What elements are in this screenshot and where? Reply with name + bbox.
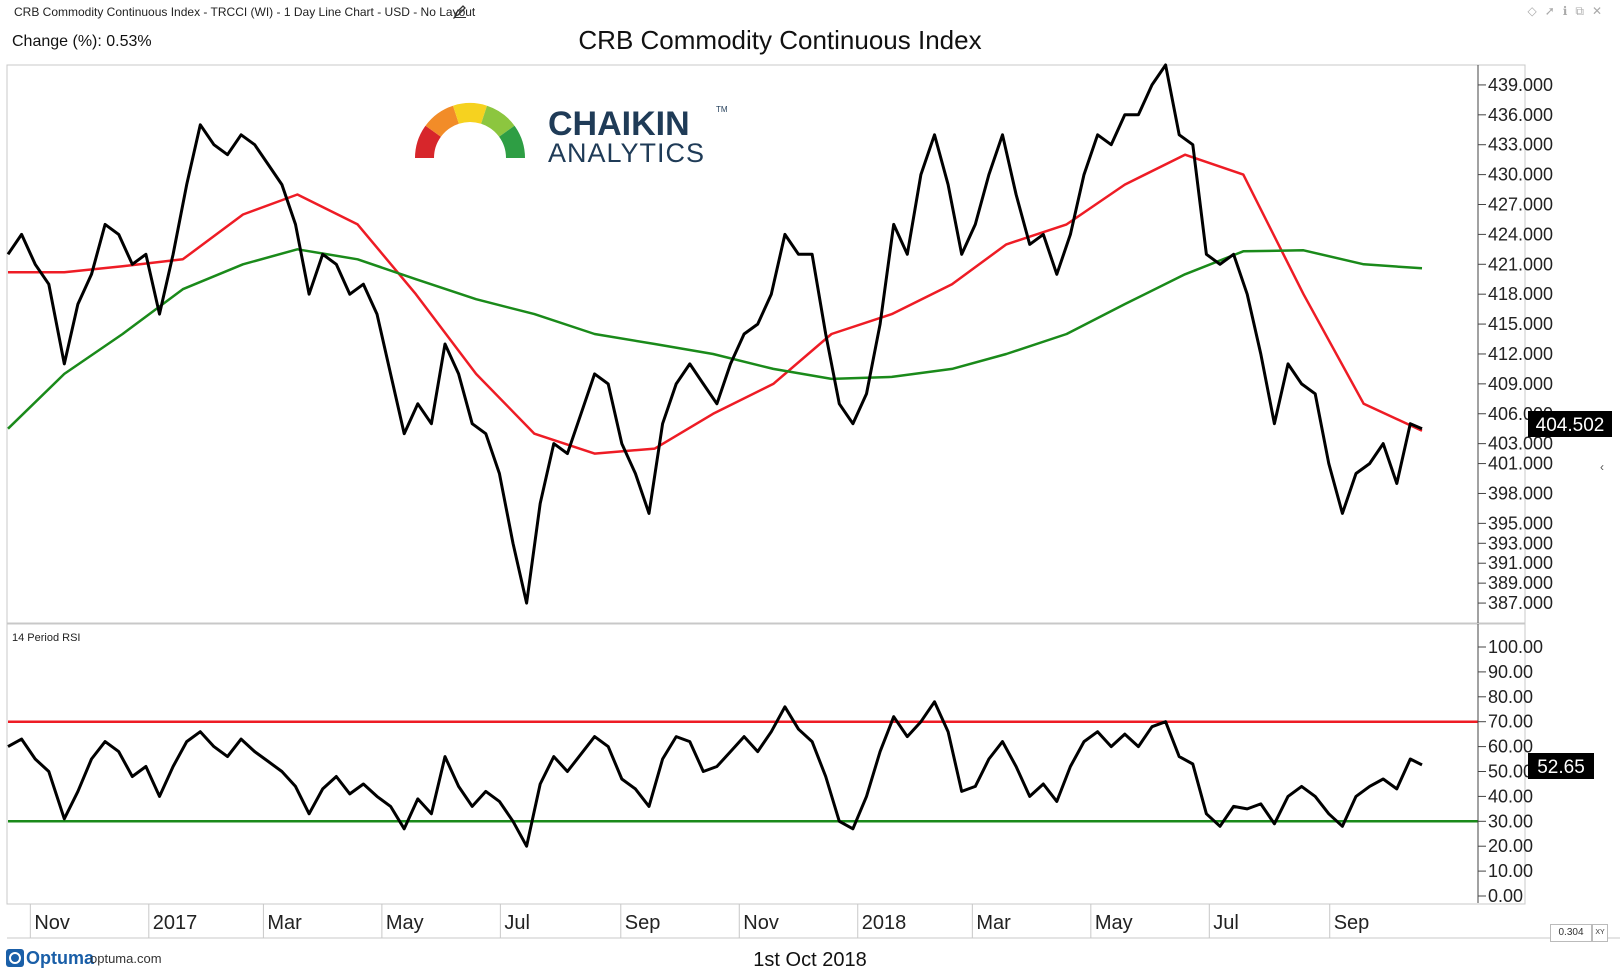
x-tick-label: Jul [504, 912, 530, 934]
rsi-y-axis: 100.00 90.00 80.00 70.00 60.00 50.00 40.00 30.0… [1477, 624, 1543, 906]
price-tick-label: 427.000 [1488, 195, 1553, 215]
gauge-segment [481, 105, 515, 137]
x-tick-label: Mar [976, 912, 1011, 934]
price-tick-label: 389.000 [1488, 573, 1553, 593]
x-tick-label: Sep [1334, 912, 1370, 934]
rsi-tick-label: 10.00 [1488, 861, 1533, 881]
price-tick-label: 398.000 [1488, 483, 1553, 503]
logo-trademark: TM [716, 105, 728, 114]
x-tick-label: 2018 [862, 912, 907, 934]
rsi-badge-value: 52.65 [1537, 757, 1585, 778]
short-ma-line [8, 153, 1423, 455]
price-tick-label: 436.000 [1488, 105, 1553, 125]
rsi-tick-label: 80.00 [1488, 687, 1533, 707]
rsi-tick-label: 60.00 [1488, 737, 1533, 757]
rsi-tick-label: 0.00 [1488, 886, 1523, 906]
zoom-level[interactable]: 0.304 [1550, 924, 1592, 942]
logo-brand-top: CHAIKIN [548, 105, 690, 143]
pin-icon[interactable]: ➚ [1544, 4, 1563, 18]
price-badge-value: 404.502 [1536, 415, 1605, 436]
gauge-segment [415, 125, 441, 158]
price-badge-bg [1528, 411, 1612, 437]
rsi-tick-label: 40.00 [1488, 786, 1533, 806]
rsi-tick-label: 70.00 [1488, 712, 1533, 732]
edit-pencil-icon[interactable] [452, 3, 468, 19]
chart-description: CRB Commodity Continuous Index - TRCCI (… [14, 5, 476, 19]
x-tick-label: Nov [743, 912, 779, 934]
x-tick-label: Jul [1213, 912, 1239, 934]
gauge-segment [499, 125, 525, 158]
x-tick-label: May [1095, 912, 1133, 934]
collapse-arrow-icon[interactable]: ‹ [1600, 460, 1604, 474]
price-tick-label: 421.000 [1488, 254, 1553, 274]
chart-title: CRB Commodity Continuous Index [578, 25, 982, 55]
rsi-plot [7, 700, 1478, 848]
price-tick-label: 403.000 [1488, 434, 1553, 454]
change-percent-label: Change (%): 0.53% [12, 33, 152, 50]
x-tick-label: Mar [267, 912, 302, 934]
long-ma-line [7, 248, 1423, 430]
x-tick-label: Sep [625, 912, 661, 934]
x-tick-label: May [386, 912, 424, 934]
rsi-line [7, 700, 1423, 848]
price-panel-frame [6, 64, 1526, 624]
rsi-badge-bg [1528, 753, 1594, 779]
rsi-panel-frame [6, 623, 1526, 905]
rsi-tick-label: 100.00 [1488, 637, 1543, 657]
rsi-panel-label: 14 Period RSI [12, 632, 80, 644]
window-controls[interactable]: ◇➚ℹ⧉✕ [1528, 4, 1611, 19]
price-tick-label: 393.000 [1488, 533, 1553, 553]
price-value-badge: 404.502 [1528, 411, 1612, 437]
restore-icon[interactable]: ⧉ [1575, 4, 1592, 18]
rsi-tick-label: 30.00 [1488, 811, 1533, 831]
price-line [6, 63, 1423, 605]
close-icon[interactable]: ✕ [1591, 4, 1610, 18]
diamond-icon[interactable]: ◇ [1527, 4, 1545, 18]
rsi-tick-label: 50.00 [1488, 762, 1533, 782]
price-plot [6, 63, 1423, 605]
rsi-tick-label: 90.00 [1488, 662, 1533, 682]
price-y-axis: 439.000 436.000 433.000 430.000 427.000 424.0… [1477, 65, 1553, 623]
logo-brand-bottom: ANALYTICS [548, 138, 705, 168]
price-tick-label: 391.000 [1488, 553, 1553, 573]
price-tick-label: 409.000 [1488, 374, 1553, 394]
price-tick-label: 424.000 [1488, 224, 1553, 244]
price-tick-label: 387.000 [1488, 593, 1553, 613]
price-tick-label: 415.000 [1488, 314, 1553, 334]
gauge-segment [453, 103, 487, 124]
rsi-tick-label: 20.00 [1488, 836, 1533, 856]
chaikin-gauge-icon [415, 103, 525, 158]
xy-toggle-button[interactable]: XY [1592, 924, 1608, 942]
gauge-segment [425, 105, 459, 137]
optuma-logo-icon [6, 949, 24, 967]
price-tick-label: 412.000 [1488, 344, 1553, 364]
x-tick-label: 2017 [153, 912, 198, 934]
chaikin-logo: CHAIKIN TM ANALYTICS [415, 103, 728, 168]
info-icon[interactable]: ℹ [1562, 4, 1576, 18]
price-tick-label: 433.000 [1488, 135, 1553, 155]
optuma-brand: Optuma [26, 948, 95, 968]
footer-date: 1st Oct 2018 [753, 949, 867, 971]
price-tick-label: 439.000 [1488, 75, 1553, 95]
price-tick-label: 401.000 [1488, 454, 1553, 474]
rsi-value-badge: 52.65 [1528, 753, 1594, 779]
footer-bar: Optuma optuma.com 1st Oct 2018 [0, 945, 1620, 972]
x-axis: Nov 2017 Mar May Jul Sep Nov 2018 Mar May Jul Sep [29, 904, 1370, 938]
price-tick-label: 430.000 [1488, 165, 1553, 185]
x-tick-label: Nov [34, 912, 70, 934]
price-tick-label: 418.000 [1488, 284, 1553, 304]
chart-header-bar: CRB Commodity Continuous Index - TRCCI (… [0, 0, 1620, 26]
price-tick-label: 395.000 [1488, 513, 1553, 533]
optuma-url[interactable]: optuma.com [90, 951, 162, 966]
